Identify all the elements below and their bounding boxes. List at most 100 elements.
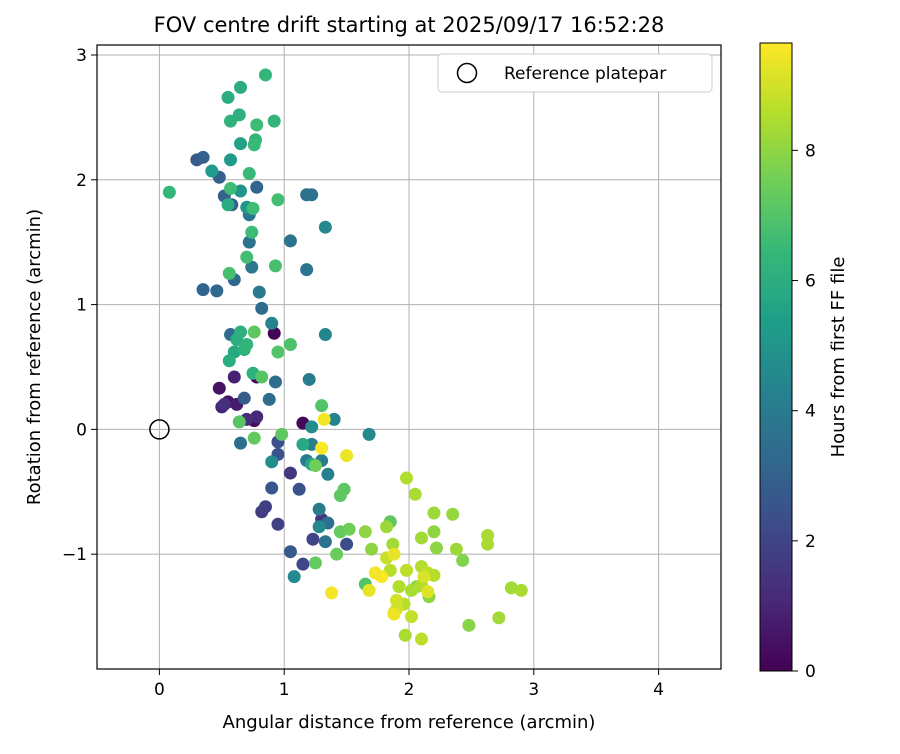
data-point	[380, 520, 394, 534]
data-point	[315, 441, 329, 455]
data-point	[255, 370, 269, 384]
data-point	[221, 198, 235, 212]
data-point	[222, 266, 236, 280]
data-point	[240, 338, 254, 352]
data-point	[305, 188, 319, 202]
data-point	[446, 507, 460, 521]
data-point	[305, 420, 319, 434]
data-point	[283, 338, 297, 352]
data-point	[287, 570, 301, 584]
data-point	[267, 114, 281, 128]
data-point	[221, 90, 235, 104]
data-point	[390, 593, 404, 607]
data-point	[340, 449, 354, 463]
data-point	[504, 581, 518, 595]
data-point	[265, 316, 279, 330]
legend: Reference platepar	[437, 53, 713, 93]
data-point	[362, 583, 376, 597]
data-point	[162, 185, 176, 199]
data-point	[414, 632, 428, 646]
data-point	[268, 259, 282, 273]
colorbar: 0 2 4 6 8 Hours from first FF file	[759, 42, 849, 682]
data-point	[321, 467, 335, 481]
data-point	[283, 466, 297, 480]
x-tick-label: 2	[404, 680, 415, 700]
data-point	[318, 535, 332, 549]
data-point	[245, 225, 259, 239]
data-point	[368, 566, 382, 580]
data-point	[245, 260, 259, 274]
data-point	[333, 489, 347, 503]
data-point	[242, 235, 256, 249]
data-point	[210, 284, 224, 298]
data-point	[252, 285, 266, 299]
data-point	[268, 375, 282, 389]
y-tick-label: 2	[76, 171, 87, 191]
data-point	[271, 345, 285, 359]
data-point	[265, 481, 279, 495]
data-point	[312, 502, 326, 516]
x-tick-label: 1	[279, 680, 290, 700]
data-point	[386, 537, 400, 551]
data-point	[267, 326, 281, 340]
colorbar-gradient	[759, 42, 793, 672]
data-point	[258, 500, 272, 514]
data-point	[365, 542, 379, 556]
data-point	[362, 427, 376, 441]
data-point	[247, 138, 261, 152]
data-point	[317, 412, 331, 426]
data-point	[205, 164, 219, 178]
colorbar-tick-label: 2	[805, 532, 816, 552]
data-point	[404, 583, 418, 597]
legend-box	[437, 53, 713, 93]
reference-marker-group	[149, 419, 170, 440]
data-point	[242, 167, 256, 181]
data-point	[414, 531, 428, 545]
data-point	[358, 525, 372, 539]
data-point	[398, 628, 412, 642]
data-point	[449, 542, 463, 556]
x-axis-ticks: 0 1 2 3 4	[154, 669, 664, 700]
data-point	[456, 553, 470, 567]
colorbar-ticks: 0 2 4 6 8	[792, 141, 816, 682]
legend-entry-label: Reference platepar	[504, 64, 666, 84]
data-point	[234, 436, 248, 450]
data-point	[325, 586, 339, 600]
data-point	[400, 471, 414, 485]
data-point	[387, 607, 401, 621]
data-point	[271, 517, 285, 531]
data-point	[296, 557, 310, 571]
data-point	[315, 399, 329, 413]
data-point	[481, 537, 495, 551]
data-point	[318, 328, 332, 342]
y-axis-label: Rotation from reference (arcmin)	[24, 209, 45, 505]
data-point	[300, 263, 314, 277]
data-point	[330, 547, 344, 561]
data-point	[247, 431, 261, 445]
data-point	[427, 568, 441, 582]
colorbar-tick-label: 6	[805, 272, 816, 292]
data-point	[196, 283, 210, 297]
data-point	[232, 415, 246, 429]
data-point	[408, 487, 422, 501]
data-point	[250, 410, 264, 424]
data-point	[306, 532, 320, 546]
data-point	[212, 381, 226, 395]
data-point	[318, 220, 332, 234]
data-point	[308, 556, 322, 570]
data-point	[234, 325, 248, 339]
data-point	[387, 547, 401, 561]
data-point	[217, 397, 231, 411]
colorbar-tick-label: 4	[805, 402, 816, 422]
data-point	[429, 541, 443, 555]
y-tick-label: 0	[76, 420, 87, 440]
data-point	[247, 325, 261, 339]
data-point	[234, 137, 248, 151]
data-point	[237, 391, 251, 405]
data-point	[327, 412, 341, 426]
x-axis-label: Angular distance from reference (arcmin)	[223, 712, 596, 733]
data-point	[250, 180, 264, 194]
data-point	[462, 618, 476, 632]
